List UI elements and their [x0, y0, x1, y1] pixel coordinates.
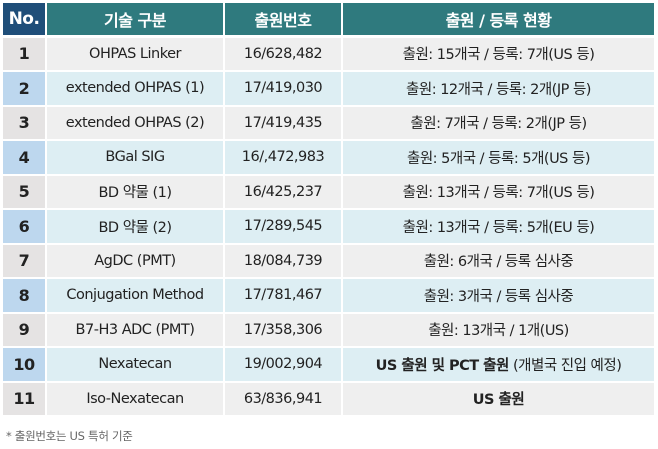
- table-row: 4 BGal SIG 16/,472,983 출원: 5개국 / 등록: 5개(…: [3, 141, 654, 176]
- row-tech: Conjugation Method: [47, 279, 225, 314]
- row-app-no: 63/836,941: [225, 382, 343, 417]
- footnote: * 출원번호는 US 특허 기준: [6, 429, 133, 443]
- row-app-no: 17/289,545: [225, 210, 343, 245]
- row-tech: AgDC (PMT): [47, 244, 225, 279]
- row-no: 5: [3, 175, 47, 210]
- row-tech: Nexatecan: [47, 348, 225, 383]
- row-status: 출원: 3개국 / 등록 심사중: [343, 279, 654, 314]
- row-app-no: 17/781,467: [225, 279, 343, 314]
- row-status: US 출원: [343, 382, 654, 417]
- row-app-no: 16/425,237: [225, 175, 343, 210]
- row-app-no: 18/084,739: [225, 244, 343, 279]
- row-app-no: 17/358,306: [225, 313, 343, 348]
- table-row: 6 BD 약물 (2) 17/289,545 출원: 13개국 / 등록: 5개…: [3, 210, 654, 245]
- table-row: 3 extended OHPAS (2) 17/419,435 출원: 7개국 …: [3, 106, 654, 141]
- row-tech: extended OHPAS (2): [47, 106, 225, 141]
- row-status: US 출원 및 PCT 출원 (개별국 진입 예정): [343, 348, 654, 383]
- row-status: 출원: 5개국 / 등록: 5개(US 등): [343, 141, 654, 176]
- row-tech: BD 약물 (1): [47, 175, 225, 210]
- status-bold-text: US 출원 및 PCT 출원: [375, 357, 510, 374]
- row-tech: OHPAS Linker: [47, 37, 225, 72]
- row-app-no: 17/419,435: [225, 106, 343, 141]
- row-app-no: 16/628,482: [225, 37, 343, 72]
- table-row: 1 OHPAS Linker 16/628,482 출원: 15개국 / 등록:…: [3, 37, 654, 72]
- row-no: 6: [3, 210, 47, 245]
- row-app-no: 16/,472,983: [225, 141, 343, 176]
- row-no: 7: [3, 244, 47, 279]
- table-row: 7 AgDC (PMT) 18/084,739 출원: 6개국 / 등록 심사중: [3, 244, 654, 279]
- row-status: 출원: 13개국 / 등록: 5개(EU 등): [343, 210, 654, 245]
- row-status: 출원: 13개국 / 등록: 7개(US 등): [343, 175, 654, 210]
- row-no: 8: [3, 279, 47, 314]
- row-no: 11: [3, 382, 47, 417]
- header-app-no: 출원번호: [225, 3, 343, 37]
- table-row: 11 Iso-Nexatecan 63/836,941 US 출원: [3, 382, 654, 417]
- table-row: 5 BD 약물 (1) 16/425,237 출원: 13개국 / 등록: 7개…: [3, 175, 654, 210]
- status-note-text: (개별국 진입 예정): [508, 357, 622, 374]
- header-tech: 기술 구분: [47, 3, 225, 37]
- row-no: 3: [3, 106, 47, 141]
- table-row: 10 Nexatecan 19/002,904 US 출원 및 PCT 출원 (…: [3, 348, 654, 383]
- row-tech: BGal SIG: [47, 141, 225, 176]
- row-app-no: 17/419,030: [225, 72, 343, 107]
- table-header-row: No. 기술 구분 출원번호 출원 / 등록 현황: [3, 3, 654, 38]
- table-row: 8 Conjugation Method 17/781,467 출원: 3개국 …: [3, 279, 654, 314]
- row-no: 2: [3, 72, 47, 107]
- header-no: No.: [3, 3, 47, 37]
- row-tech: BD 약물 (2): [47, 210, 225, 245]
- row-tech: B7-H3 ADC (PMT): [47, 313, 225, 348]
- row-no: 4: [3, 141, 47, 176]
- row-no: 10: [3, 348, 47, 383]
- table-row: 9 B7-H3 ADC (PMT) 17/358,306 출원: 13개국 / …: [3, 313, 654, 348]
- row-no: 9: [3, 313, 47, 348]
- row-status: 출원: 6개국 / 등록 심사중: [343, 244, 654, 279]
- row-status: 출원: 7개국 / 등록: 2개(JP 등): [343, 106, 654, 141]
- row-status: 출원: 12개국 / 등록: 2개(JP 등): [343, 72, 654, 107]
- row-status: 출원: 13개국 / 1개(US): [343, 313, 654, 348]
- header-status: 출원 / 등록 현황: [343, 3, 654, 37]
- row-tech: extended OHPAS (1): [47, 72, 225, 107]
- row-app-no: 19/002,904: [225, 348, 343, 383]
- row-status: 출원: 15개국 / 등록: 7개(US 등): [343, 37, 654, 72]
- row-tech: Iso-Nexatecan: [47, 382, 225, 417]
- patent-table: No. 기술 구분 출원번호 출원 / 등록 현황 1 OHPAS Linker…: [3, 3, 654, 417]
- row-no: 1: [3, 37, 47, 72]
- table-row: 2 extended OHPAS (1) 17/419,030 출원: 12개국…: [3, 72, 654, 107]
- status-bold-text: US 출원: [472, 392, 525, 409]
